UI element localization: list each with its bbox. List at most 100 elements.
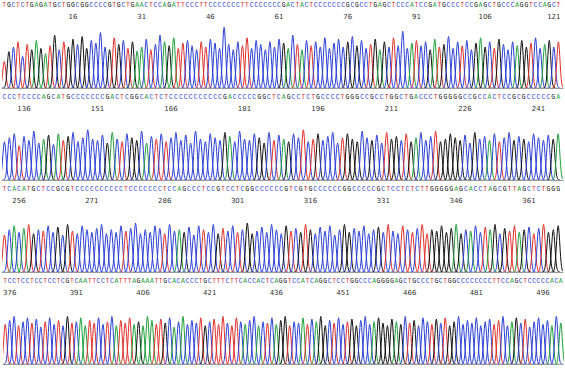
svg-text:T: T <box>199 2 203 9</box>
svg-text:C: C <box>231 2 235 9</box>
svg-text:C: C <box>372 186 376 193</box>
svg-text:A: A <box>243 278 247 285</box>
svg-text:C: C <box>313 186 317 193</box>
svg-text:C: C <box>474 186 478 193</box>
svg-text:C: C <box>352 186 356 193</box>
svg-text:C: C <box>391 186 395 193</box>
svg-text:31: 31 <box>137 13 146 21</box>
svg-text:A: A <box>44 2 48 9</box>
svg-text:T: T <box>492 278 496 285</box>
svg-text:T: T <box>2 2 6 9</box>
svg-text:C: C <box>261 278 265 285</box>
svg-text:C: C <box>277 2 281 9</box>
svg-text:G: G <box>443 94 447 101</box>
svg-text:T: T <box>483 186 487 193</box>
svg-text:C: C <box>362 186 366 193</box>
svg-text:G: G <box>497 2 501 9</box>
svg-text:C: C <box>501 278 505 285</box>
svg-text:G: G <box>262 94 266 101</box>
svg-text:C: C <box>519 278 523 285</box>
svg-text:C: C <box>99 2 103 9</box>
svg-text:A: A <box>556 94 560 101</box>
svg-text:C: C <box>190 278 194 285</box>
svg-text:C: C <box>125 94 129 101</box>
svg-text:G: G <box>522 94 526 101</box>
svg-text:C: C <box>250 2 254 9</box>
svg-text:T: T <box>61 94 65 101</box>
svg-text:C: C <box>296 94 300 101</box>
svg-text:C: C <box>119 186 123 193</box>
svg-text:C: C <box>321 94 325 101</box>
svg-text:C: C <box>419 2 423 9</box>
svg-text:G: G <box>473 94 477 101</box>
svg-text:C: C <box>252 278 256 285</box>
svg-text:G: G <box>66 186 70 193</box>
svg-text:C: C <box>32 94 36 101</box>
svg-text:A: A <box>150 278 154 285</box>
svg-text:C: C <box>203 94 207 101</box>
svg-text:A: A <box>550 278 554 285</box>
svg-text:T: T <box>532 186 536 193</box>
svg-text:A: A <box>510 278 514 285</box>
svg-text:G: G <box>514 278 518 285</box>
svg-text:C: C <box>21 2 25 9</box>
svg-text:C: C <box>364 2 368 9</box>
svg-text:166: 166 <box>164 105 178 113</box>
svg-text:G: G <box>355 2 359 9</box>
svg-text:G: G <box>412 278 416 285</box>
svg-text:C: C <box>17 186 21 193</box>
svg-text:C: C <box>502 2 506 9</box>
svg-text:C: C <box>184 94 188 101</box>
svg-text:151: 151 <box>91 105 104 113</box>
svg-text:T: T <box>497 94 501 101</box>
svg-text:C: C <box>363 278 367 285</box>
svg-text:A: A <box>454 186 458 193</box>
svg-text:C: C <box>332 2 336 9</box>
svg-text:C: C <box>263 2 267 9</box>
svg-text:C: C <box>483 278 487 285</box>
svg-text:286: 286 <box>158 197 172 205</box>
svg-text:G: G <box>442 2 446 9</box>
svg-text:G: G <box>474 2 478 9</box>
svg-text:C: C <box>187 186 191 193</box>
svg-text:C: C <box>265 186 269 193</box>
svg-text:T: T <box>119 278 123 285</box>
svg-text:421: 421 <box>203 289 216 297</box>
svg-text:T: T <box>332 278 336 285</box>
svg-text:C: C <box>546 94 550 101</box>
svg-text:C: C <box>179 94 183 101</box>
svg-text:C: C <box>292 94 296 101</box>
svg-text:T: T <box>265 278 269 285</box>
svg-text:T: T <box>17 278 21 285</box>
svg-text:T: T <box>199 278 203 285</box>
svg-text:C: C <box>511 2 515 9</box>
svg-text:G: G <box>223 94 227 101</box>
svg-text:T: T <box>301 94 305 101</box>
svg-text:C: C <box>297 278 301 285</box>
svg-text:C: C <box>488 2 492 9</box>
svg-text:A: A <box>488 186 492 193</box>
svg-text:G: G <box>279 278 283 285</box>
svg-text:G: G <box>493 186 497 193</box>
svg-text:T: T <box>410 186 414 193</box>
svg-text:C: C <box>26 278 30 285</box>
svg-text:T: T <box>17 94 21 101</box>
svg-text:C: C <box>337 2 341 9</box>
svg-text:G: G <box>546 186 550 193</box>
svg-text:C: C <box>270 186 274 193</box>
svg-text:T: T <box>492 2 496 9</box>
svg-text:C: C <box>252 94 256 101</box>
svg-text:A: A <box>414 94 418 101</box>
svg-text:G: G <box>203 278 207 285</box>
svg-text:T: T <box>245 2 249 9</box>
svg-text:C: C <box>12 278 16 285</box>
svg-text:A: A <box>135 2 139 9</box>
svg-text:C: C <box>101 278 105 285</box>
svg-text:C: C <box>243 94 247 101</box>
svg-text:C: C <box>538 2 542 9</box>
svg-text:211: 211 <box>385 105 398 113</box>
svg-text:C: C <box>129 186 133 193</box>
svg-text:T: T <box>460 2 464 9</box>
svg-text:A: A <box>559 278 563 285</box>
svg-text:A: A <box>163 2 167 9</box>
